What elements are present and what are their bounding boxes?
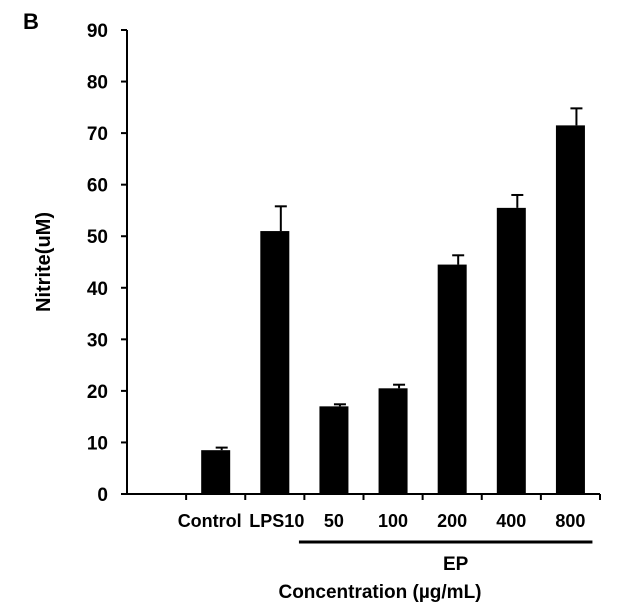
y-tick-label: 60 (87, 176, 108, 197)
y-axis: 0 10 20 30 40 50 60 70 80 90 (87, 21, 601, 506)
x-tick-label: Control (178, 511, 242, 531)
bar (378, 388, 408, 494)
bar (555, 125, 585, 494)
bars-group (201, 125, 585, 495)
bar (319, 406, 349, 494)
x-tick-label: 100 (378, 511, 408, 531)
x-tick-label: 800 (555, 511, 585, 531)
error-bars-group (215, 107, 583, 451)
x-tick-label: 50 (324, 511, 344, 531)
panel-label: B (23, 9, 39, 34)
bar (496, 207, 526, 494)
y-tick-label: 40 (87, 279, 108, 300)
y-tick-label: 50 (87, 227, 108, 248)
y-tick-label: 30 (87, 330, 108, 351)
y-tick-label: 90 (87, 21, 108, 42)
x-axis-title: Concentration (µg/mL) (278, 582, 481, 603)
bar (201, 450, 231, 494)
y-tick-label: 10 (87, 433, 108, 454)
x-tick-label: LPS10 (249, 511, 304, 531)
y-tick-label: 80 (87, 73, 108, 94)
y-tick-label: 0 (97, 485, 108, 506)
ep-group-label: EP (443, 554, 469, 575)
x-tick-label: 200 (437, 511, 467, 531)
x-tick-label: 400 (496, 511, 526, 531)
x-tick-labels: Control LPS10 50 100 200 400 800 (178, 511, 586, 531)
y-axis-title: Nitrite(uM) (33, 212, 55, 312)
y-tick-label: 20 (87, 382, 108, 403)
bar (260, 231, 290, 495)
bar (437, 264, 467, 494)
y-tick-label: 70 (87, 124, 108, 145)
